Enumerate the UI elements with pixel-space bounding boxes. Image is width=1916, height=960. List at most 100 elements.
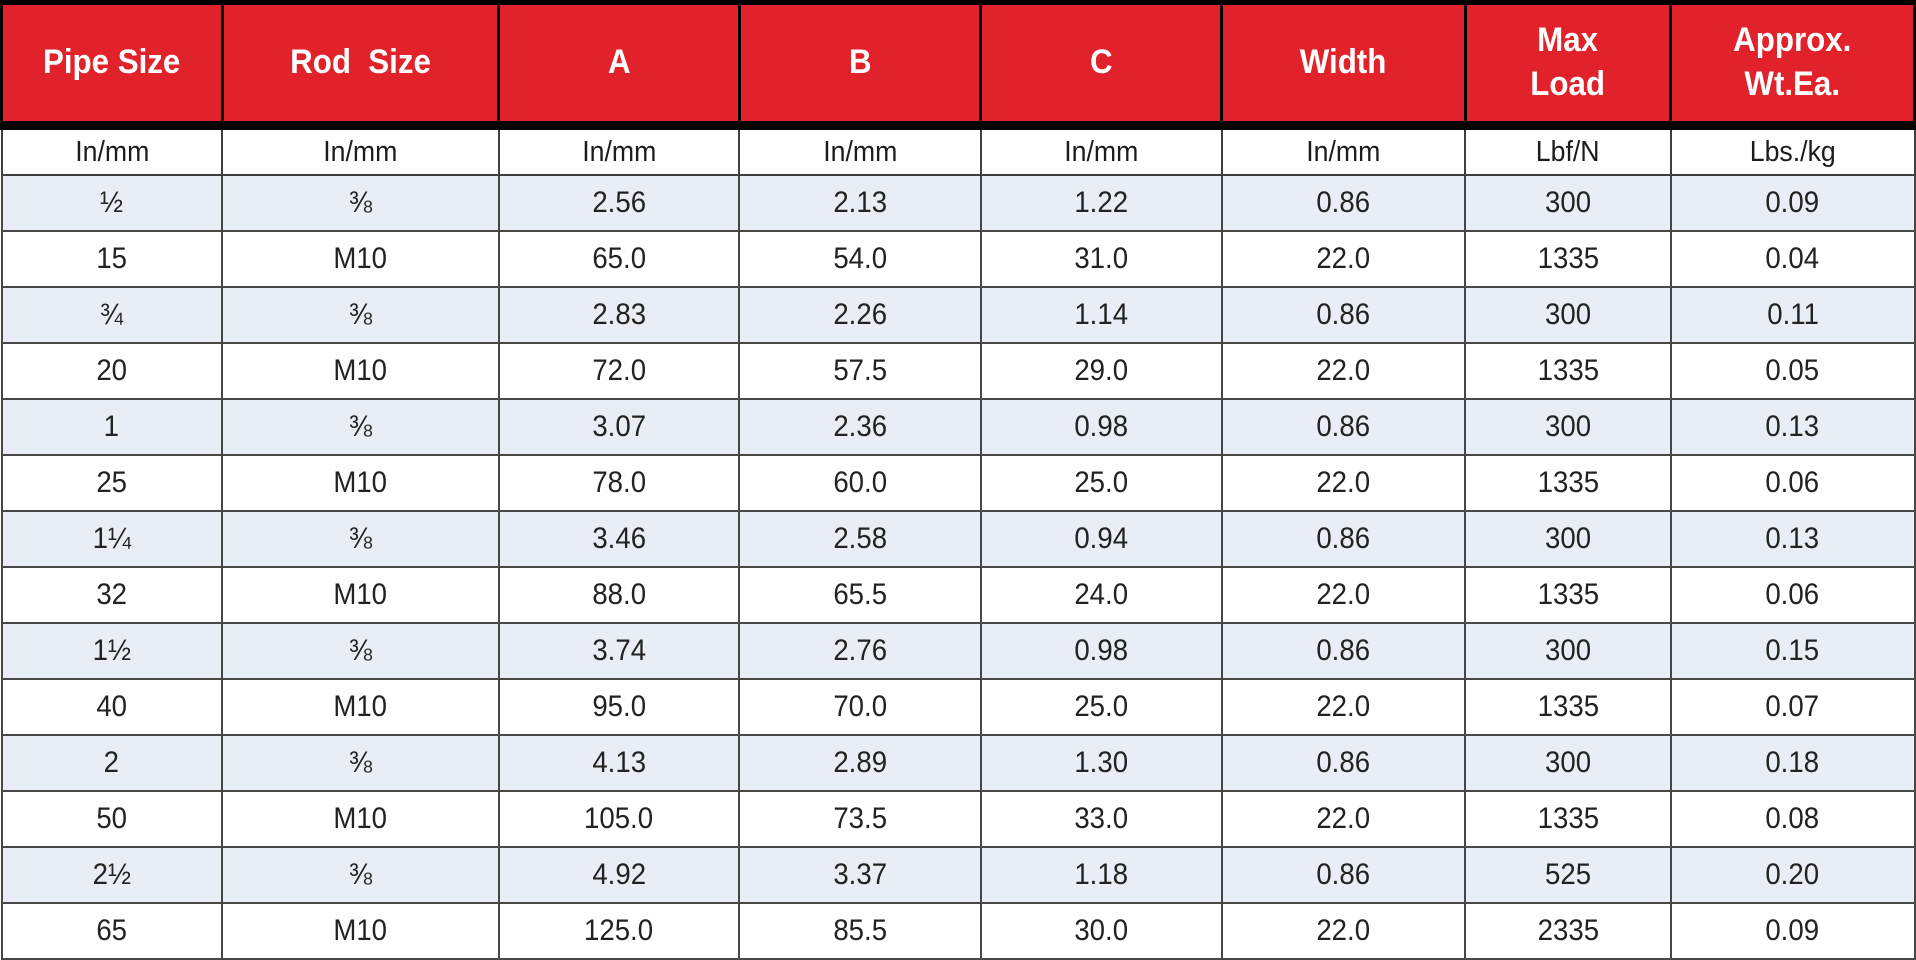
cell-value: 0.11: [1766, 298, 1819, 331]
data-cell: 1.30: [979, 734, 1223, 792]
data-cell: 22.0: [1220, 566, 1467, 624]
cell-value: 0.94: [1074, 522, 1129, 555]
data-cell: 2.56: [497, 174, 741, 232]
data-cell: 0.06: [1669, 566, 1916, 624]
data-cell: 1.14: [979, 286, 1223, 344]
cell-value: 1335: [1537, 578, 1599, 611]
data-cell: 78.0: [497, 454, 741, 512]
cell-value: ⅜: [348, 858, 372, 891]
table-row: 25 M10 78.0 60.0 25.0 22.0 1335 0.06: [0, 454, 1916, 512]
data-cell: 29.0: [979, 342, 1223, 400]
unit-c: In/mm: [979, 124, 1223, 176]
data-cell: 0.20: [1669, 846, 1916, 904]
cell-value: 22.0: [1316, 802, 1371, 835]
cell-value: 2½: [92, 858, 131, 891]
unit-label: In/mm: [1064, 135, 1139, 168]
cell-value: 1335: [1537, 802, 1599, 835]
cell-value: 1: [104, 410, 120, 443]
cell-value: 2.89: [833, 746, 887, 779]
header-row: Pipe Size Rod Size A B C Width Max Load …: [0, 2, 1916, 130]
cell-value: 85.5: [833, 914, 887, 947]
data-cell: 25.0: [979, 678, 1223, 736]
cell-value: 2.83: [592, 298, 646, 331]
data-cell: 0.05: [1669, 342, 1916, 400]
data-cell: 0.07: [1669, 678, 1916, 736]
data-cell: 33.0: [979, 790, 1223, 848]
data-cell: 300: [1464, 174, 1672, 232]
cell-value: 1.30: [1074, 746, 1129, 779]
header-label: Max Load: [1530, 21, 1606, 103]
unit-label: In/mm: [581, 135, 657, 168]
units-row: In/mm In/mm In/mm In/mm In/mm In/mm Lbf/…: [0, 124, 1916, 176]
table-row: 40 M10 95.0 70.0 25.0 22.0 1335 0.07: [0, 678, 1916, 736]
data-cell: 88.0: [497, 566, 741, 624]
data-cell: ¾: [0, 286, 224, 344]
unit-label: In/mm: [323, 135, 398, 168]
data-cell: 85.5: [738, 902, 982, 960]
data-cell: 0.09: [1669, 174, 1916, 232]
unit-label: Lbs./kg: [1749, 135, 1836, 168]
data-cell: 1335: [1464, 230, 1672, 288]
cell-value: M10: [333, 354, 388, 387]
cell-value: 300: [1544, 186, 1591, 219]
data-cell: 25: [0, 454, 224, 512]
cell-value: 1¼: [92, 522, 131, 555]
cell-value: 22.0: [1316, 242, 1371, 275]
unit-rod-size: In/mm: [221, 124, 500, 176]
cell-value: 25: [96, 466, 128, 499]
cell-value: 2.36: [833, 410, 887, 443]
cell-value: 2.56: [592, 186, 646, 219]
cell-value: 1335: [1537, 354, 1599, 387]
cell-value: ⅜: [348, 522, 372, 555]
cell-value: M10: [333, 466, 388, 499]
unit-max-load: Lbf/N: [1464, 124, 1672, 176]
data-cell: 0.86: [1220, 174, 1467, 232]
cell-value: 54.0: [833, 242, 887, 275]
table-row: 50 M10 105.0 73.5 33.0 22.0 1335 0.08: [0, 790, 1916, 848]
data-cell: 0.98: [979, 398, 1223, 456]
cell-value: 3.74: [592, 634, 646, 667]
unit-label: In/mm: [74, 135, 149, 168]
table-row: 2½ ⅜ 4.92 3.37 1.18 0.86 525 0.20: [0, 846, 1916, 904]
cell-value: 300: [1544, 298, 1591, 331]
cell-value: 0.86: [1316, 634, 1371, 667]
cell-value: 0.86: [1316, 410, 1371, 443]
data-cell: 0.08: [1669, 790, 1916, 848]
cell-value: 0.04: [1765, 242, 1820, 275]
cell-value: 4.92: [592, 858, 646, 891]
data-cell: 2.89: [738, 734, 982, 792]
header-c: C: [979, 2, 1224, 130]
data-cell: 54.0: [738, 230, 982, 288]
data-cell: 95.0: [497, 678, 741, 736]
data-cell: 0.94: [979, 510, 1223, 568]
table-row: ½ ⅜ 2.56 2.13 1.22 0.86 300 0.09: [0, 174, 1916, 232]
cell-value: 525: [1544, 858, 1591, 891]
cell-value: 1335: [1537, 466, 1599, 499]
cell-value: 1.18: [1074, 858, 1129, 891]
data-cell: 3.46: [497, 510, 741, 568]
data-cell: 0.04: [1669, 230, 1916, 288]
data-cell: M10: [221, 902, 500, 960]
cell-value: 20: [96, 354, 128, 387]
data-cell: 70.0: [738, 678, 982, 736]
header-label: Rod Size: [289, 43, 431, 82]
cell-value: 300: [1544, 410, 1591, 443]
cell-value: 4.13: [592, 746, 646, 779]
cell-value: 40: [96, 690, 128, 723]
data-cell: 525: [1464, 846, 1672, 904]
cell-value: 22.0: [1316, 578, 1371, 611]
table-row: 1¼ ⅜ 3.46 2.58 0.94 0.86 300 0.13: [0, 510, 1916, 568]
data-cell: 1: [0, 398, 224, 456]
data-cell: ⅜: [221, 846, 500, 904]
cell-value: 0.09: [1765, 914, 1820, 947]
data-cell: 1½: [0, 622, 224, 680]
cell-value: 57.5: [833, 354, 887, 387]
table-row: 65 M10 125.0 85.5 30.0 22.0 2335 0.09: [0, 902, 1916, 960]
data-cell: 15: [0, 230, 224, 288]
data-cell: 300: [1464, 510, 1672, 568]
cell-value: 88.0: [592, 578, 646, 611]
data-cell: M10: [221, 790, 500, 848]
data-cell: 1335: [1464, 454, 1672, 512]
data-cell: 300: [1464, 286, 1672, 344]
